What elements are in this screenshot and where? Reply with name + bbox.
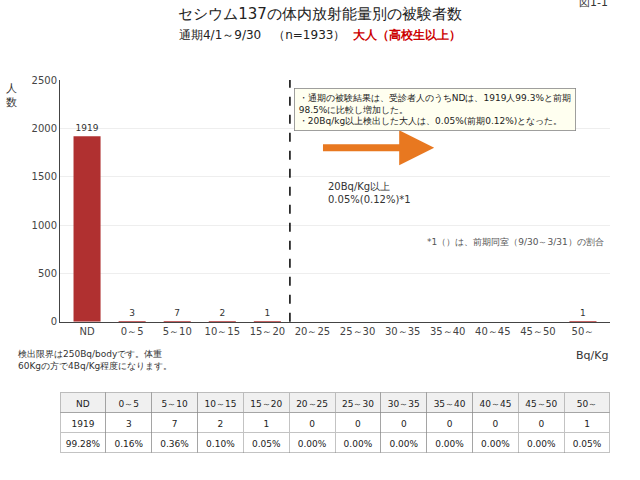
svg-text:0: 0 bbox=[493, 419, 499, 429]
svg-text:20Bq/Kg以上0.05%(0.12%)*1: 20Bq/Kg以上0.05%(0.12%)*1 bbox=[328, 181, 411, 205]
svg-text:0.00%: 0.00% bbox=[481, 439, 510, 449]
svg-text:2: 2 bbox=[218, 419, 224, 429]
svg-text:50～: 50～ bbox=[577, 399, 597, 409]
svg-text:25～30: 25～30 bbox=[342, 399, 374, 409]
svg-text:35～40: 35～40 bbox=[430, 326, 465, 337]
svg-text:3: 3 bbox=[129, 308, 135, 318]
svg-text:5～10: 5～10 bbox=[163, 326, 192, 337]
svg-text:1500: 1500 bbox=[32, 171, 57, 182]
svg-text:0.00%: 0.00% bbox=[527, 439, 556, 449]
svg-text:99.28%: 99.28% bbox=[66, 439, 101, 449]
svg-text:0: 0 bbox=[447, 419, 453, 429]
svg-text:0.10%: 0.10% bbox=[206, 439, 235, 449]
svg-text:45～50: 45～50 bbox=[525, 399, 557, 409]
svg-text:7: 7 bbox=[172, 419, 178, 429]
svg-text:1919: 1919 bbox=[75, 123, 98, 133]
svg-text:*1（）は、前期同室（9/30～3/31）の割合: *1（）は、前期同室（9/30～3/31）の割合 bbox=[427, 237, 604, 247]
svg-text:25～30: 25～30 bbox=[340, 326, 375, 337]
svg-text:0.05%: 0.05% bbox=[573, 439, 602, 449]
svg-text:1: 1 bbox=[265, 308, 271, 318]
svg-text:10～15: 10～15 bbox=[205, 326, 240, 337]
svg-text:0: 0 bbox=[309, 419, 315, 429]
svg-text:1000: 1000 bbox=[32, 220, 57, 231]
svg-text:40～45: 40～45 bbox=[475, 326, 510, 337]
svg-text:500: 500 bbox=[38, 268, 57, 279]
svg-text:0.00%: 0.00% bbox=[344, 439, 373, 449]
svg-text:1: 1 bbox=[263, 419, 269, 429]
svg-text:図1-1: 図1-1 bbox=[579, 0, 608, 9]
svg-text:ND: ND bbox=[79, 326, 94, 337]
svg-text:30～35: 30～35 bbox=[385, 326, 420, 337]
svg-text:3: 3 bbox=[126, 419, 132, 429]
svg-text:セシウム137の体内放射能量別の被験者数通期4/1～9/30: セシウム137の体内放射能量別の被験者数通期4/1～9/30 （n=1933） … bbox=[178, 5, 462, 42]
svg-text:0: 0 bbox=[538, 419, 544, 429]
svg-text:0: 0 bbox=[355, 419, 361, 429]
svg-text:ND: ND bbox=[76, 399, 90, 409]
svg-text:40～45: 40～45 bbox=[479, 399, 511, 409]
svg-text:1: 1 bbox=[580, 308, 586, 318]
svg-text:0～5: 0～5 bbox=[119, 399, 139, 409]
svg-text:35～40: 35～40 bbox=[434, 399, 466, 409]
svg-text:0.00%: 0.00% bbox=[389, 439, 418, 449]
svg-text:15～20: 15～20 bbox=[250, 326, 285, 337]
svg-text:2: 2 bbox=[219, 308, 225, 318]
svg-text:0.00%: 0.00% bbox=[298, 439, 327, 449]
svg-text:・通期の被験結果は、受診者人のうちNDは、1919人99.3: ・通期の被験結果は、受診者人のうちNDは、1919人99.3%と前期98.5%に… bbox=[299, 93, 571, 126]
svg-text:0.05%: 0.05% bbox=[252, 439, 281, 449]
svg-text:10～15: 10～15 bbox=[204, 399, 236, 409]
svg-text:30～35: 30～35 bbox=[388, 399, 420, 409]
svg-text:15～20: 15～20 bbox=[250, 399, 282, 409]
svg-text:5～10: 5～10 bbox=[161, 399, 187, 409]
svg-text:2500: 2500 bbox=[32, 75, 57, 86]
svg-text:0.16%: 0.16% bbox=[114, 439, 143, 449]
svg-text:20～25: 20～25 bbox=[295, 326, 330, 337]
svg-text:50～: 50～ bbox=[572, 326, 595, 337]
svg-text:0.36%: 0.36% bbox=[160, 439, 189, 449]
svg-text:人数: 人数 bbox=[6, 82, 17, 109]
svg-text:1: 1 bbox=[584, 419, 590, 429]
svg-text:Bq/Kg: Bq/Kg bbox=[576, 349, 608, 362]
svg-text:1919: 1919 bbox=[71, 419, 94, 429]
svg-text:2000: 2000 bbox=[32, 123, 57, 134]
svg-text:20～25: 20～25 bbox=[296, 399, 328, 409]
svg-text:7: 7 bbox=[174, 308, 180, 318]
svg-text:0: 0 bbox=[51, 316, 57, 327]
svg-text:0～5: 0～5 bbox=[121, 326, 144, 337]
svg-text:0: 0 bbox=[401, 419, 407, 429]
svg-text:検出限界は250Bq/bodyです。体重60Kgの方で4Bq: 検出限界は250Bq/bodyです。体重60Kgの方で4Bq/Kg程度になります… bbox=[18, 349, 172, 371]
svg-text:0.00%: 0.00% bbox=[435, 439, 464, 449]
svg-text:45～50: 45～50 bbox=[520, 326, 555, 337]
